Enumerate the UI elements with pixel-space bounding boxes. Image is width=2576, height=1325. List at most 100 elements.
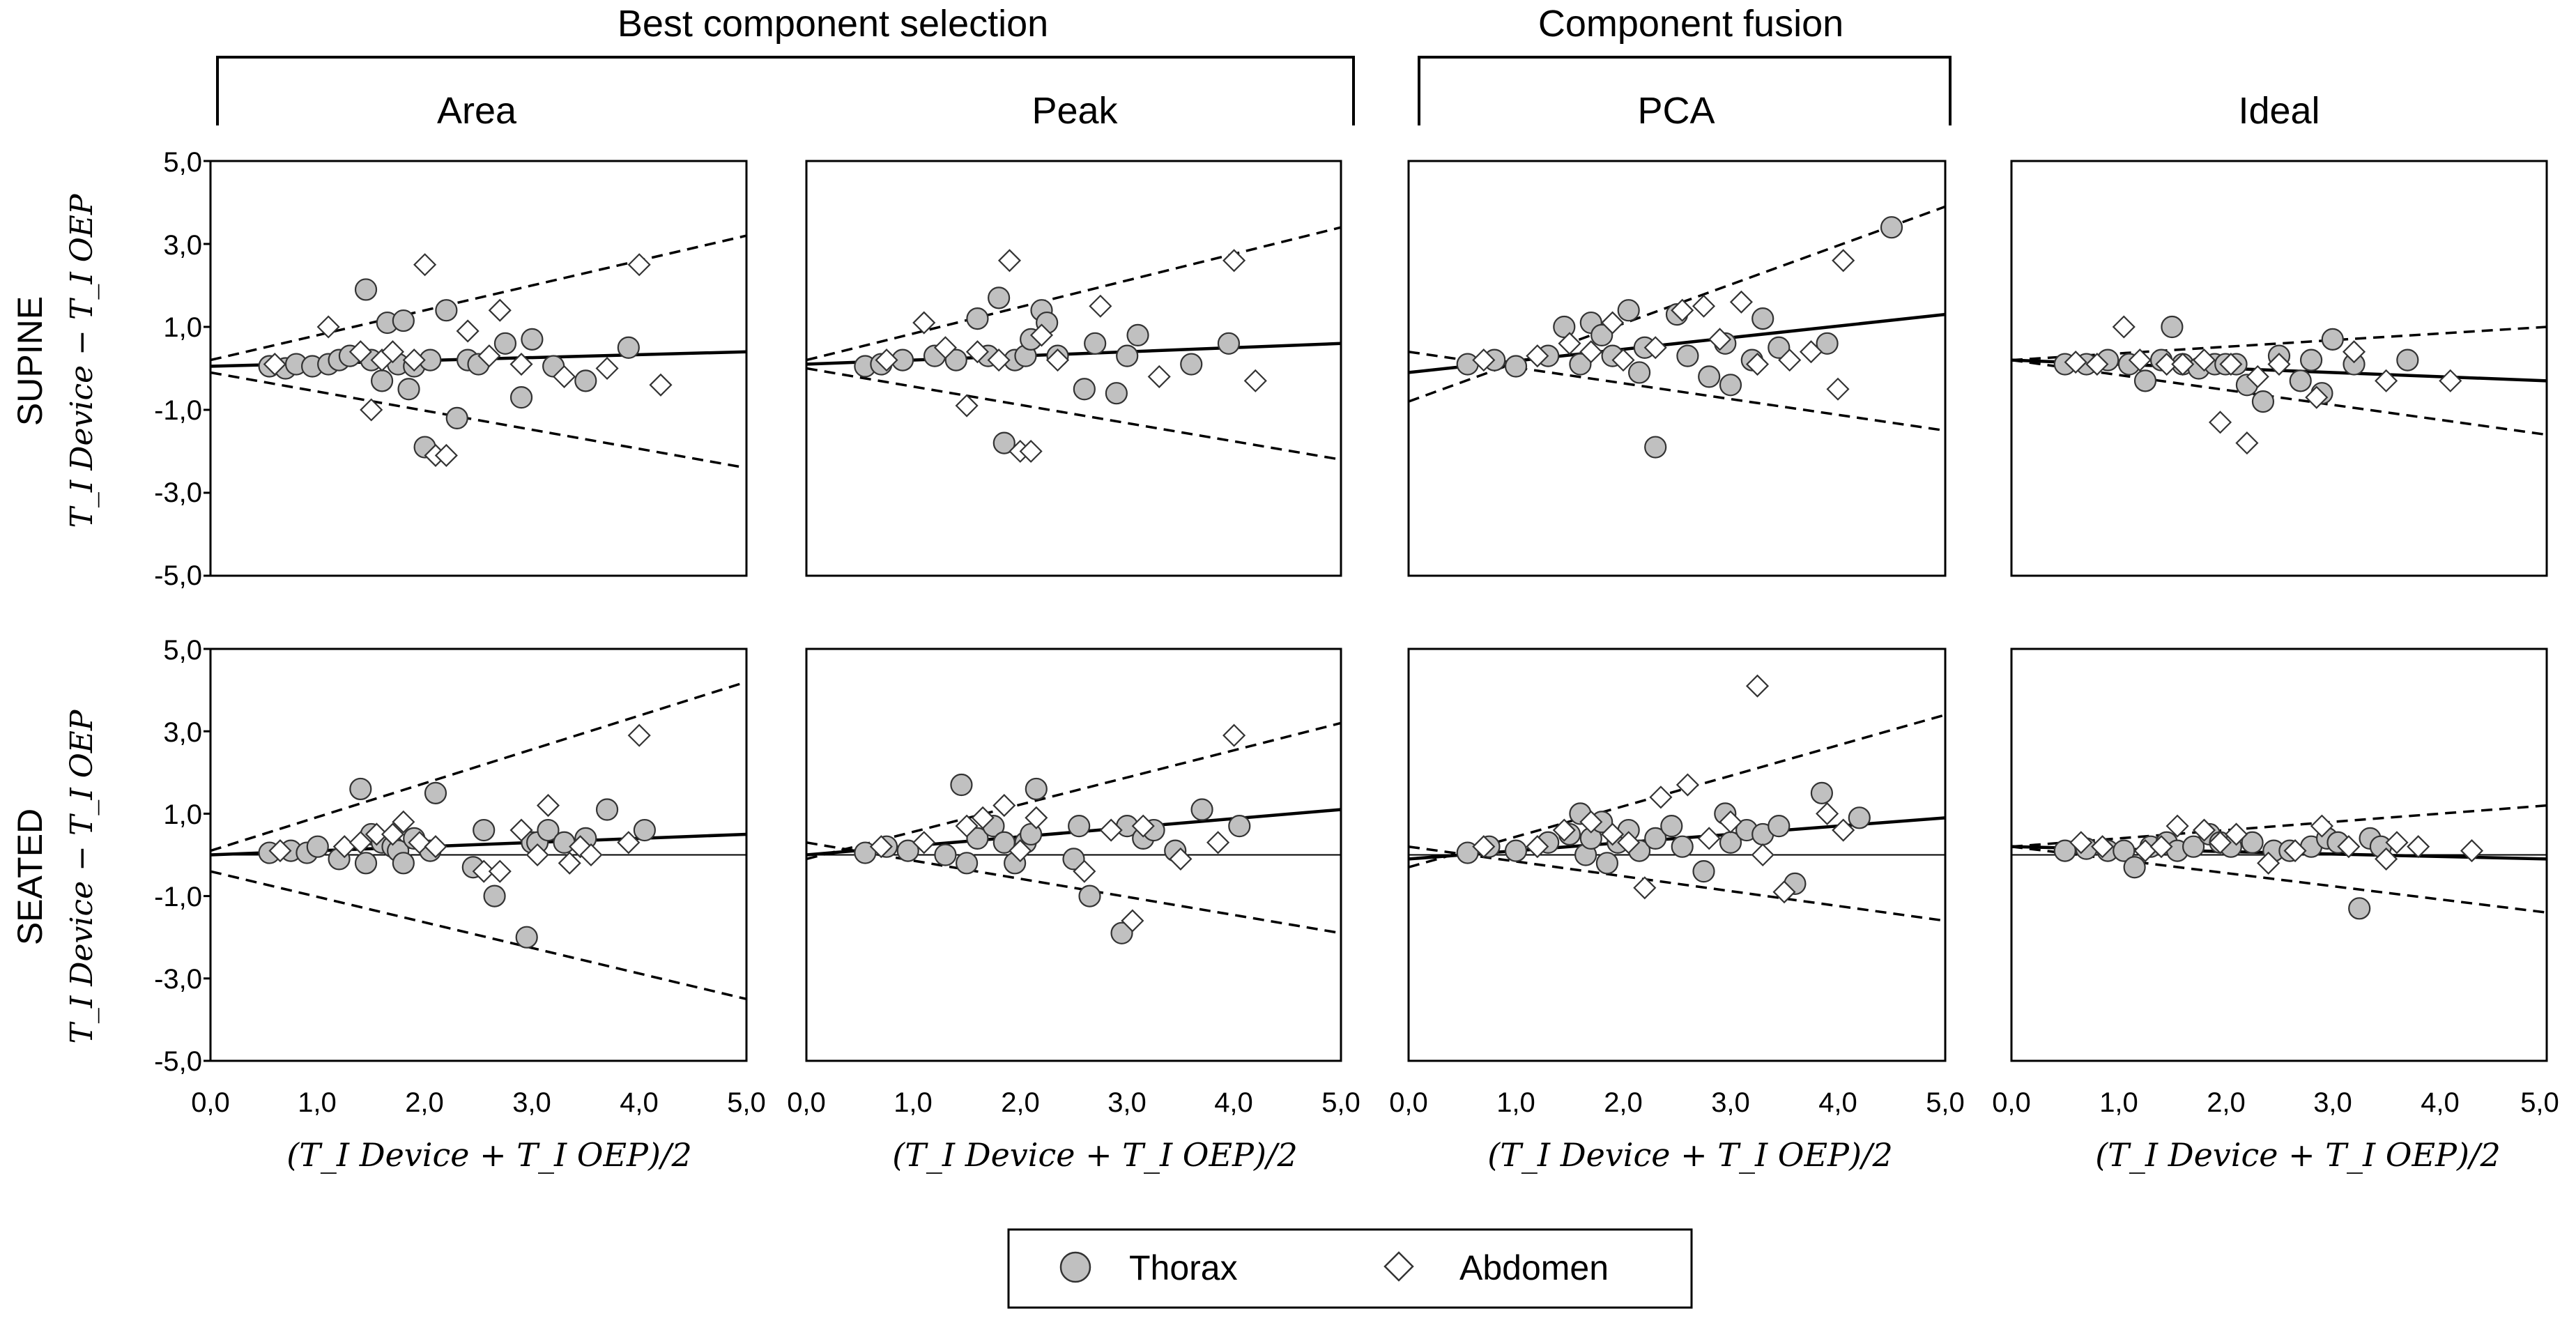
abdomen-point [1601, 822, 1625, 846]
lower-limit-line [210, 371, 746, 470]
xtick-label: 2,0 [405, 1087, 444, 1118]
thorax-point [1810, 781, 1833, 804]
abdomen-point [434, 443, 458, 468]
abdomen-point [381, 340, 405, 364]
abdomen-point [2208, 411, 2232, 434]
thorax-point [633, 818, 656, 842]
xtick-label: 5,0 [1321, 1087, 1360, 1118]
abdomen-point [1832, 249, 1855, 273]
abdomen-point [2375, 847, 2398, 871]
thorax-point [2251, 390, 2275, 413]
abdomen-point [1617, 831, 1641, 855]
thorax-point [1078, 884, 1101, 907]
thorax-point [1569, 353, 1592, 376]
abdomen-point [316, 315, 340, 339]
abdomen-point [992, 794, 1016, 818]
abdomen-point [2069, 831, 2093, 855]
abdomen-point [1222, 723, 1246, 747]
ytick-label: 5,0 [163, 635, 202, 666]
abdomen-point [1099, 818, 1123, 842]
abdomen-point [1169, 847, 1193, 871]
abdomen-point [365, 822, 388, 846]
ytick-label: 3,0 [163, 230, 202, 261]
abdomen-point [1579, 810, 1603, 834]
abdomen-point [965, 340, 989, 364]
abdomen-point [408, 831, 431, 855]
thorax-point [2348, 897, 2371, 920]
abdomen-point [381, 822, 405, 846]
thorax-point [1105, 382, 1128, 405]
x-axis-title: (T_I Device + T_I OEP)/2 [1487, 1136, 1892, 1174]
abdomen-point [2375, 369, 2398, 392]
thorax-point [515, 926, 538, 949]
xtick-label: 3,0 [1107, 1087, 1147, 1118]
abdomen-point [2257, 851, 2280, 875]
abdomen-point [1729, 290, 1753, 314]
row-label-seated: SEATED [10, 809, 49, 945]
abdomen-point [1745, 674, 1770, 698]
abdomen-point [649, 373, 673, 397]
panel-seated-pca [1407, 648, 1947, 1062]
abdomen-point [1472, 349, 1496, 372]
bracket-component-fusion [1418, 56, 1952, 125]
thorax-point [1228, 815, 1251, 838]
abdomen-point [536, 794, 560, 818]
thorax-point [354, 278, 378, 301]
abdomen-point [627, 253, 651, 277]
abdomen-point [552, 365, 576, 388]
abdomen-point [1019, 439, 1043, 464]
abdomen-point [1649, 786, 1673, 809]
abdomen-point [2064, 351, 2087, 374]
xtick-label: 1,0 [894, 1087, 933, 1118]
thorax-point [1217, 332, 1241, 355]
abdomen-point [2155, 352, 2179, 376]
thorax-point [1590, 323, 1613, 346]
thorax-point [934, 843, 957, 866]
group-header-best-component: Best component selection [618, 3, 1048, 45]
abdomen-point [526, 843, 549, 867]
abdomen-point [2305, 385, 2329, 409]
panel-plot-area [1409, 674, 1945, 922]
xtick-label: 3,0 [1711, 1087, 1750, 1118]
xtick-label: 4,0 [2421, 1087, 2460, 1118]
panel-seated-peak [805, 648, 1342, 1062]
abdomen-point [477, 344, 501, 368]
thorax-point [1504, 355, 1528, 378]
abdomen-point [1751, 843, 1774, 867]
abdomen-point [2283, 839, 2307, 863]
thorax-point [2299, 349, 2323, 372]
legend-thorax-marker [1059, 1251, 1091, 1283]
abdomen-point [392, 810, 415, 834]
thorax-point [955, 852, 979, 875]
abdomen-point [488, 859, 512, 883]
ytick-label: -5,0 [154, 560, 202, 591]
thorax-point [435, 299, 458, 322]
abdomen-point [1708, 328, 1732, 351]
abdomen-point [595, 356, 619, 381]
thorax-point [1126, 323, 1149, 346]
thorax-point [1644, 827, 1667, 850]
panel-plot-area [806, 721, 1341, 944]
thorax-point [1848, 806, 1871, 829]
thorax-point [966, 827, 989, 850]
thorax-point [1062, 848, 1085, 871]
abdomen-point [2085, 352, 2109, 376]
thorax-point [896, 839, 919, 862]
abdomen-point [509, 352, 533, 376]
xtick-label: 5,0 [1926, 1087, 1965, 1118]
thorax-point [2396, 349, 2419, 372]
abdomen-point [488, 298, 512, 322]
thorax-point [595, 798, 619, 821]
xtick-label: 2,0 [1001, 1087, 1040, 1118]
panel-plot-area [210, 234, 746, 470]
panel-plot-area [210, 680, 746, 1001]
panel-seated-area [204, 648, 748, 1062]
ytick-label: 1,0 [163, 799, 202, 830]
thorax-point [1816, 332, 1839, 355]
xtick-label: 5,0 [2520, 1087, 2559, 1118]
thorax-point [1880, 216, 1903, 239]
thorax-point [1768, 336, 1791, 359]
xtick-label: 4,0 [620, 1087, 659, 1118]
abdomen-point [1073, 859, 1096, 883]
